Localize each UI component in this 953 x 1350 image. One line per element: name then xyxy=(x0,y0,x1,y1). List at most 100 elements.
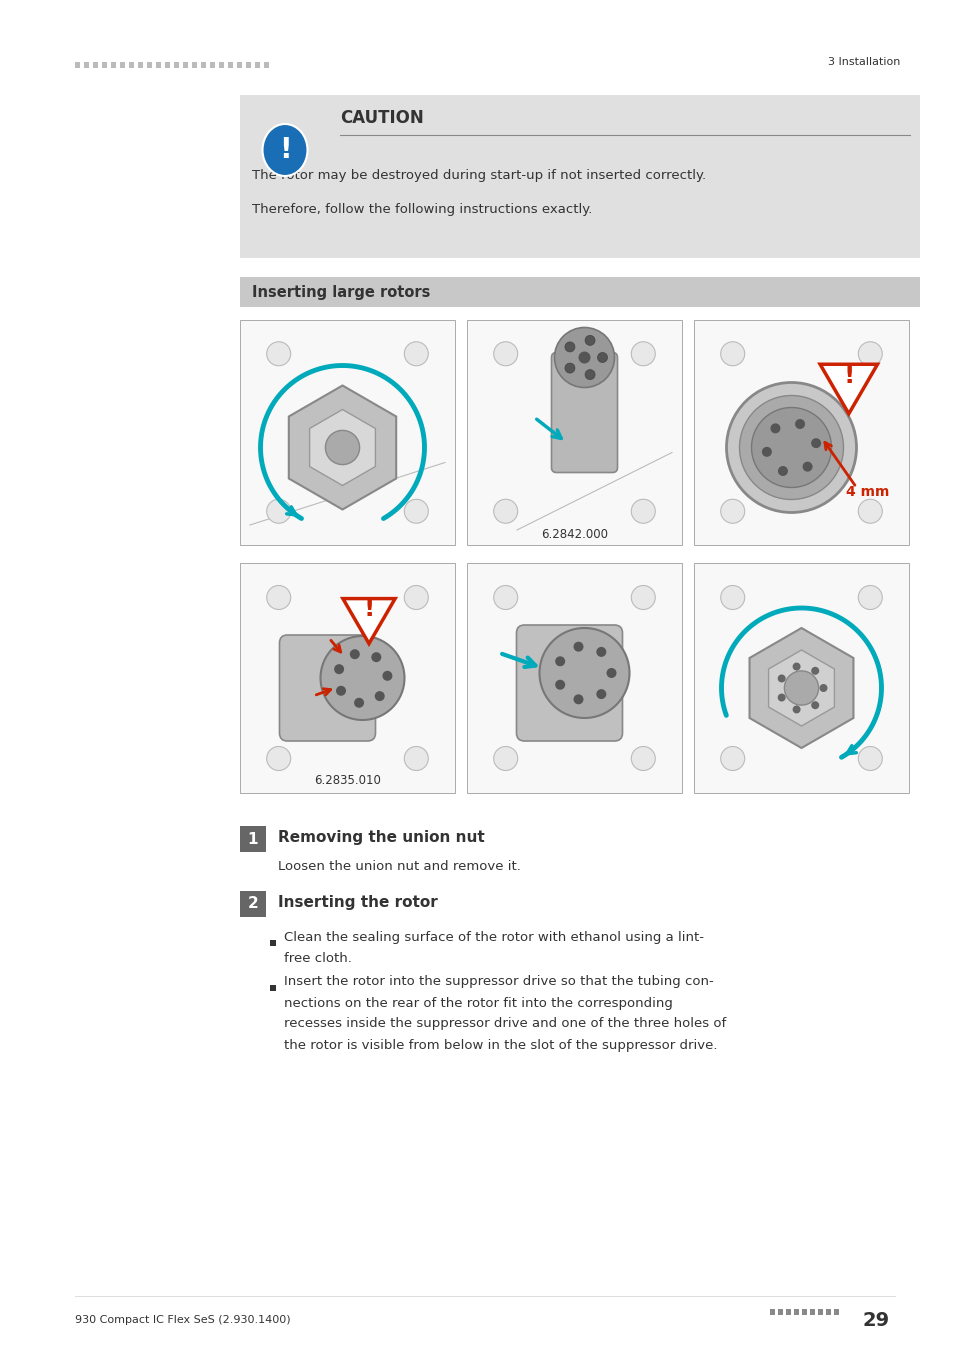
Text: Removing the union nut: Removing the union nut xyxy=(277,830,484,845)
Circle shape xyxy=(564,363,575,373)
Bar xyxy=(210,62,214,68)
Circle shape xyxy=(555,679,564,690)
Circle shape xyxy=(596,647,606,657)
FancyBboxPatch shape xyxy=(516,625,622,741)
Bar xyxy=(833,1310,838,1315)
Circle shape xyxy=(810,439,821,448)
FancyBboxPatch shape xyxy=(279,634,375,741)
Circle shape xyxy=(494,586,517,609)
Circle shape xyxy=(267,586,291,609)
Bar xyxy=(240,891,266,917)
Bar xyxy=(111,62,116,68)
Circle shape xyxy=(761,447,771,456)
Circle shape xyxy=(555,656,564,667)
Circle shape xyxy=(350,649,359,659)
Bar xyxy=(183,62,188,68)
Text: 930 Compact IC Flex SeS (2.930.1400): 930 Compact IC Flex SeS (2.930.1400) xyxy=(75,1315,291,1324)
Polygon shape xyxy=(768,649,834,726)
Circle shape xyxy=(631,500,655,524)
Bar xyxy=(236,62,242,68)
Circle shape xyxy=(770,424,780,433)
Text: !: ! xyxy=(363,597,375,621)
Circle shape xyxy=(858,586,882,609)
Bar xyxy=(778,1310,782,1315)
Bar xyxy=(240,320,455,545)
Bar xyxy=(270,986,275,991)
Circle shape xyxy=(554,328,614,387)
Polygon shape xyxy=(289,386,395,509)
Circle shape xyxy=(334,664,344,674)
Circle shape xyxy=(810,701,819,709)
Circle shape xyxy=(494,500,517,524)
Circle shape xyxy=(573,641,583,652)
Bar xyxy=(92,62,98,68)
Circle shape xyxy=(858,747,882,771)
Text: Clean the sealing surface of the rotor with ethanol using a lint-: Clean the sealing surface of the rotor w… xyxy=(284,930,703,944)
Circle shape xyxy=(631,747,655,771)
Text: Loosen the union nut and remove it.: Loosen the union nut and remove it. xyxy=(277,860,520,872)
Bar xyxy=(785,1310,790,1315)
Circle shape xyxy=(631,342,655,366)
Circle shape xyxy=(858,500,882,524)
Circle shape xyxy=(404,747,428,771)
Text: Therefore, follow the following instructions exactly.: Therefore, follow the following instruct… xyxy=(252,204,592,216)
Text: 3 Installation: 3 Installation xyxy=(827,57,899,68)
Circle shape xyxy=(578,351,590,363)
Bar xyxy=(201,62,206,68)
Circle shape xyxy=(267,342,291,366)
Bar xyxy=(817,1310,822,1315)
Bar xyxy=(192,62,196,68)
Circle shape xyxy=(792,706,800,713)
Circle shape xyxy=(606,668,616,678)
Polygon shape xyxy=(310,409,375,486)
Bar xyxy=(793,1310,799,1315)
Text: 1: 1 xyxy=(248,832,258,846)
Text: !: ! xyxy=(278,136,291,163)
Bar xyxy=(809,1310,814,1315)
Bar xyxy=(228,62,233,68)
Circle shape xyxy=(375,691,384,701)
Bar xyxy=(693,320,908,545)
Circle shape xyxy=(320,636,404,720)
Text: The rotor may be destroyed during start-up if not inserted correctly.: The rotor may be destroyed during start-… xyxy=(252,169,705,181)
Bar xyxy=(120,62,125,68)
FancyBboxPatch shape xyxy=(551,352,617,472)
Bar xyxy=(254,62,260,68)
Circle shape xyxy=(404,500,428,524)
Circle shape xyxy=(584,370,595,379)
Circle shape xyxy=(720,500,744,524)
Circle shape xyxy=(267,500,291,524)
Text: 6.2835.010: 6.2835.010 xyxy=(314,775,380,787)
Circle shape xyxy=(584,335,595,346)
Circle shape xyxy=(573,694,583,705)
Polygon shape xyxy=(820,364,877,413)
Circle shape xyxy=(494,342,517,366)
Circle shape xyxy=(354,698,364,707)
Circle shape xyxy=(720,747,744,771)
Circle shape xyxy=(777,466,787,477)
Bar xyxy=(246,62,251,68)
Text: Insert the rotor into the suppressor drive so that the tubing con-: Insert the rotor into the suppressor dri… xyxy=(284,976,713,988)
Text: !: ! xyxy=(842,363,854,387)
Bar xyxy=(102,62,107,68)
Bar xyxy=(173,62,179,68)
Circle shape xyxy=(783,671,818,705)
Bar xyxy=(84,62,89,68)
Circle shape xyxy=(720,586,744,609)
Bar xyxy=(825,1310,830,1315)
Bar xyxy=(138,62,143,68)
Circle shape xyxy=(726,382,856,513)
Bar xyxy=(219,62,224,68)
Text: Inserting the rotor: Inserting the rotor xyxy=(277,895,437,910)
Circle shape xyxy=(382,671,392,680)
Text: 4 mm: 4 mm xyxy=(845,486,889,500)
Circle shape xyxy=(597,352,607,363)
Bar xyxy=(240,95,919,258)
Circle shape xyxy=(267,747,291,771)
Text: nections on the rear of the rotor fit into the corresponding: nections on the rear of the rotor fit in… xyxy=(284,996,672,1010)
Bar xyxy=(165,62,170,68)
Bar xyxy=(240,563,455,792)
Circle shape xyxy=(792,663,800,671)
Polygon shape xyxy=(342,598,395,644)
Bar xyxy=(147,62,152,68)
